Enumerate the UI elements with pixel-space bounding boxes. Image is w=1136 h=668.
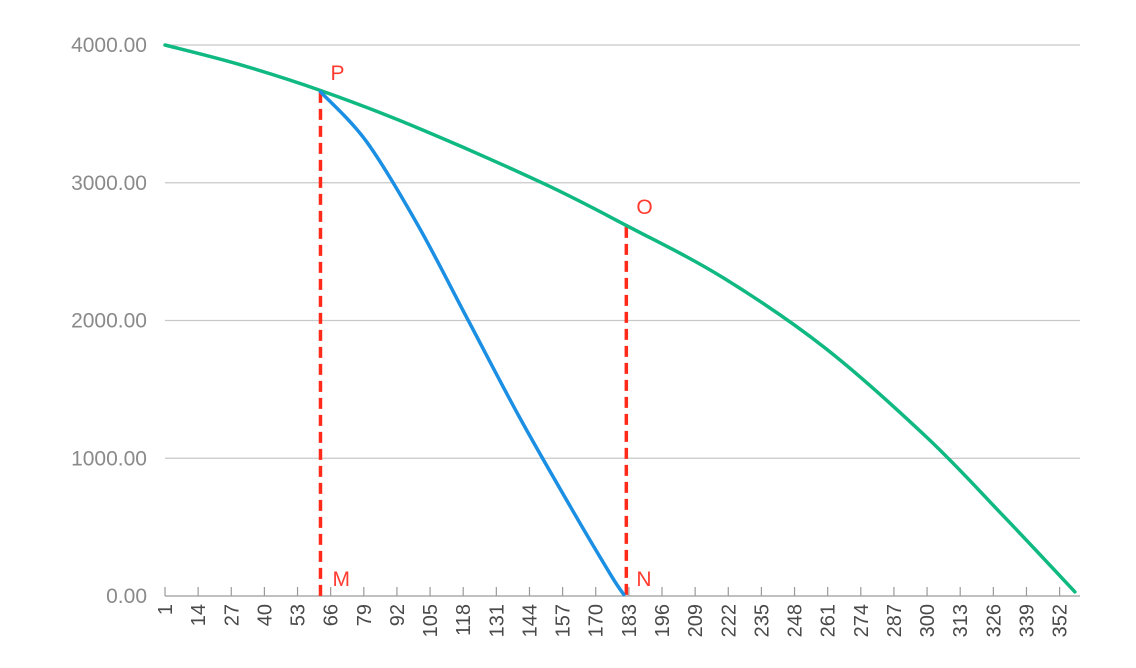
x-tick-label: 313 <box>950 604 972 637</box>
x-axis: 1 14 27 40 53 66 79 92 105 118 131 144 157 170 183 196 2… <box>155 587 1080 637</box>
y-tick-label: 2000.00 <box>71 310 147 333</box>
x-tick-label: 222 <box>718 604 740 637</box>
x-tick-label: 326 <box>983 604 1005 637</box>
x-tick-label: 209 <box>685 604 707 637</box>
series-line-blue <box>318 90 626 597</box>
x-tick-label: 157 <box>553 604 575 637</box>
x-tick-label: 53 <box>288 604 310 626</box>
x-tick-label: 248 <box>785 604 807 637</box>
point-label-o: O <box>636 196 652 219</box>
x-tick-label: 235 <box>751 604 773 637</box>
x-tick-label: 274 <box>851 604 873 637</box>
point-label-p: P <box>330 62 344 85</box>
y-tick-label: 1000.00 <box>71 447 147 470</box>
point-label-n: N <box>636 568 651 591</box>
series-lines <box>163 43 1077 597</box>
x-tick-label: 14 <box>188 604 210 626</box>
y-tick-label: 3000.00 <box>71 172 147 195</box>
x-tick-label: 339 <box>1016 604 1038 637</box>
x-tick-label: 170 <box>586 604 608 637</box>
x-tick-label: 144 <box>519 604 541 637</box>
x-tick-label: 352 <box>1050 604 1072 637</box>
y-axis: 0.00 1000.00 2000.00 3000.00 4000.00 <box>71 34 147 608</box>
y-tick-label: 0.00 <box>106 585 147 608</box>
point-annotations: P O M N <box>330 62 652 591</box>
x-tick-label: 287 <box>884 604 906 637</box>
x-tick-label: 300 <box>917 604 939 637</box>
x-tick-label: 40 <box>254 604 276 626</box>
y-tick-label: 4000.00 <box>71 34 147 57</box>
x-tick-label: 66 <box>321 604 343 626</box>
grid-lines <box>165 44 1080 459</box>
series-line-green <box>163 43 1077 594</box>
point-label-m: M <box>332 568 350 591</box>
reference-lines <box>318 91 629 600</box>
x-tick-label: 196 <box>652 604 674 637</box>
x-tick-label: 131 <box>486 604 508 637</box>
x-tick-label: 183 <box>619 604 641 637</box>
x-tick-label: 261 <box>818 604 840 637</box>
x-tick-label: 118 <box>453 604 475 636</box>
x-tick-label: 92 <box>387 604 409 626</box>
x-tick-label: 79 <box>354 604 376 626</box>
x-tick-label: 1 <box>155 604 177 615</box>
x-tick-label: 27 <box>221 604 243 626</box>
x-tick-label: 105 <box>420 604 442 637</box>
